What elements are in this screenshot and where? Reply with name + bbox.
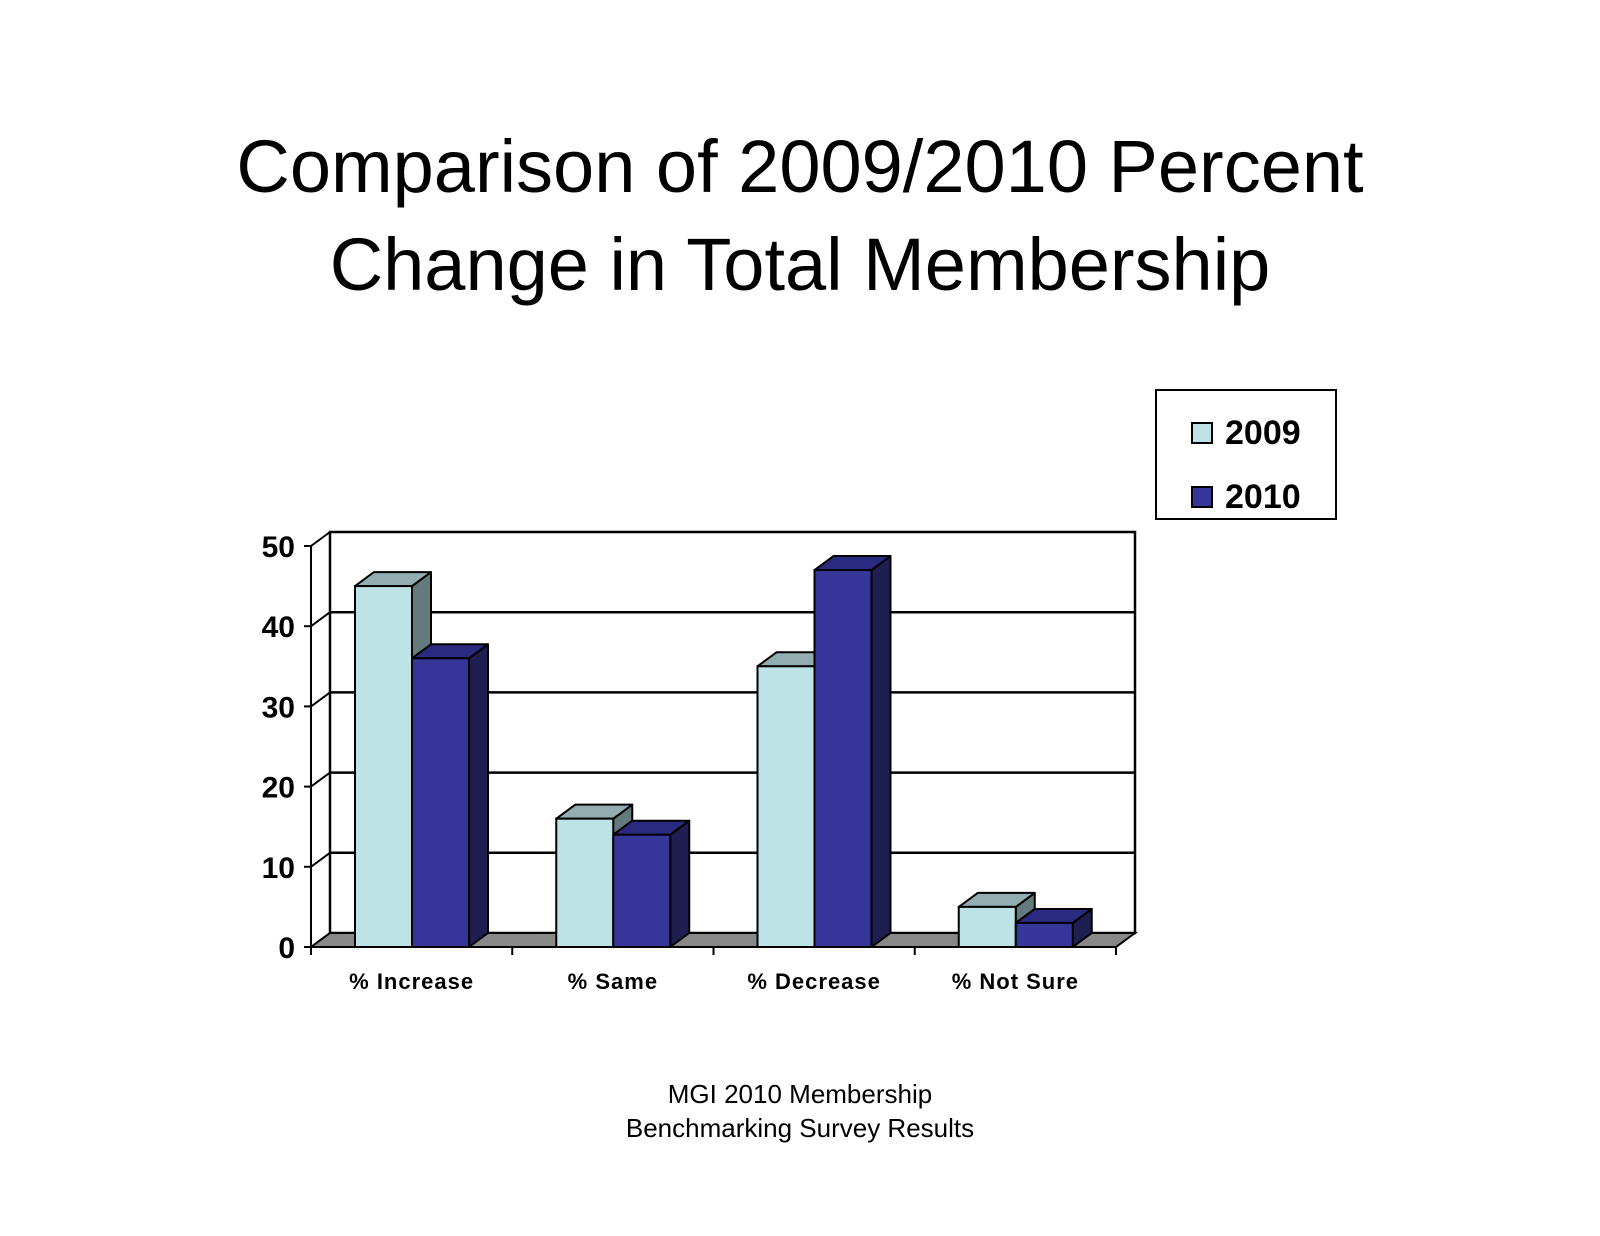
chart-title: Comparison of 2009/2010 Percent Change i…	[0, 118, 1600, 314]
x-axis-labels: % Increase % Same % Decrease % Not Sure	[349, 969, 1079, 994]
chart-title-line-2: Change in Total Membership	[329, 223, 1271, 306]
side-wall-gridline	[310, 611, 331, 628]
chart-legend: 2009 2010	[1155, 389, 1337, 520]
y-axis-labels: 0 10 20 30 40 50	[262, 531, 295, 965]
y-tick-label: 50	[262, 531, 295, 564]
legend-swatch-2010	[1191, 486, 1213, 508]
source-note: MGI 2010 Membership Benchmarking Survey …	[0, 1077, 1600, 1145]
legend-label-2009: 2009	[1225, 413, 1301, 452]
side-wall-gridline	[310, 771, 331, 788]
side-wall-gridline	[310, 531, 331, 547]
source-note-line-1: MGI 2010 Membership	[667, 1079, 933, 1109]
chart-bars	[354, 555, 1093, 949]
x-tick-label: % Increase	[349, 969, 474, 994]
x-tick-label: % Same	[568, 969, 658, 994]
bar-group	[354, 571, 489, 949]
bar-2010	[1014, 907, 1093, 949]
bar-group	[957, 891, 1093, 949]
bar-2010	[411, 643, 489, 949]
y-tick-label: 10	[262, 852, 295, 885]
chart-title-line-1: Comparison of 2009/2010 Percent	[236, 125, 1364, 208]
side-wall-gridline	[310, 691, 331, 708]
legend-item-2009: 2009	[1191, 413, 1301, 453]
y-tick-label: 40	[262, 611, 295, 644]
legend-swatch-2009	[1191, 422, 1213, 444]
bar-2010	[612, 819, 691, 948]
legend-label-2010: 2010	[1225, 477, 1301, 516]
chart-axes	[304, 545, 1117, 955]
bar-2010	[813, 555, 892, 948]
x-tick-label: % Decrease	[747, 969, 881, 994]
legend-item-2010: 2010	[1191, 477, 1301, 517]
y-tick-label: 20	[262, 772, 295, 805]
source-note-line-2: Benchmarking Survey Results	[625, 1113, 975, 1143]
side-wall-gridline	[310, 851, 331, 868]
y-tick-label: 30	[262, 691, 295, 724]
bar-group	[756, 555, 892, 948]
x-tick-label: % Not Sure	[952, 969, 1079, 994]
bar-group	[555, 803, 691, 948]
y-tick-label: 0	[278, 932, 295, 965]
